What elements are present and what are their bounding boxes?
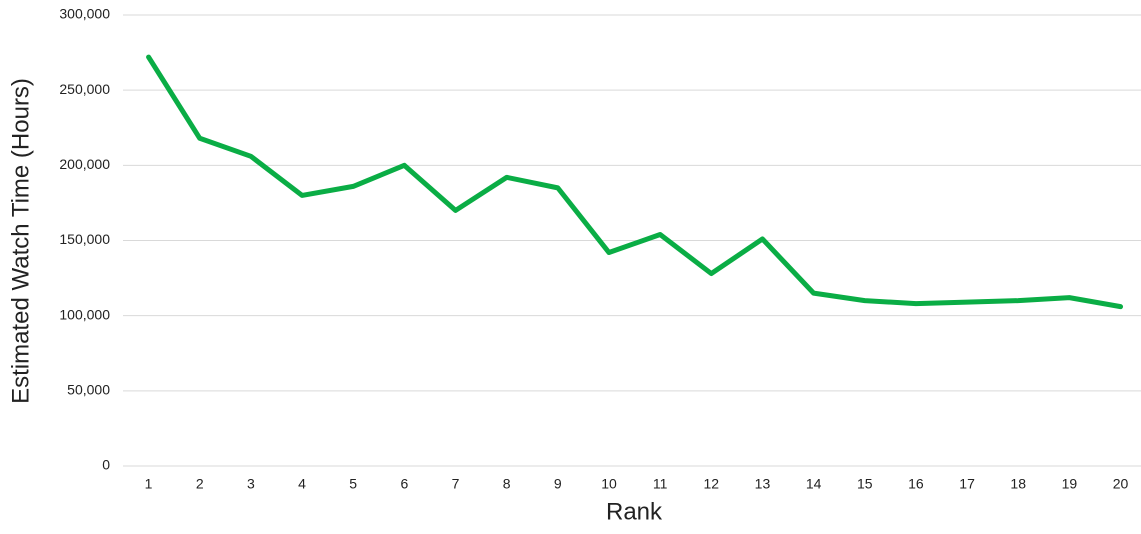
y-tick-label: 0	[102, 457, 110, 473]
x-tick-label: 5	[349, 476, 357, 492]
y-tick-label: 50,000	[67, 382, 110, 398]
x-tick-label: 6	[400, 476, 408, 492]
x-tick-label: 12	[704, 476, 720, 492]
x-tick-label: 17	[959, 476, 975, 492]
x-tick-label: 10	[601, 476, 617, 492]
x-tick-label: 7	[452, 476, 460, 492]
x-tick-label: 20	[1113, 476, 1129, 492]
x-tick-label: 15	[857, 476, 873, 492]
x-tick-label: 8	[503, 476, 511, 492]
y-tick-label: 200,000	[59, 156, 110, 172]
y-tick-label: 250,000	[59, 81, 110, 97]
x-tick-label: 1	[145, 476, 153, 492]
y-tick-label: 150,000	[59, 231, 110, 247]
data-line	[146, 54, 1124, 310]
x-tick-label: 13	[755, 476, 771, 492]
x-axis-title: Rank	[606, 498, 663, 525]
x-tick-label: 2	[196, 476, 204, 492]
x-tick-label: 18	[1010, 476, 1026, 492]
x-tick-label: 16	[908, 476, 924, 492]
y-axis-title: Estimated Watch Time (Hours)	[7, 78, 34, 404]
x-tick-label: 3	[247, 476, 255, 492]
x-tick-label: 11	[653, 476, 668, 492]
x-tick-label: 9	[554, 476, 562, 492]
x-tick-label: 19	[1062, 476, 1078, 492]
x-tick-label: 14	[806, 476, 822, 492]
x-tick-label: 4	[298, 476, 306, 492]
y-tick-label: 100,000	[59, 306, 110, 322]
y-tick-label: 300,000	[59, 6, 110, 22]
